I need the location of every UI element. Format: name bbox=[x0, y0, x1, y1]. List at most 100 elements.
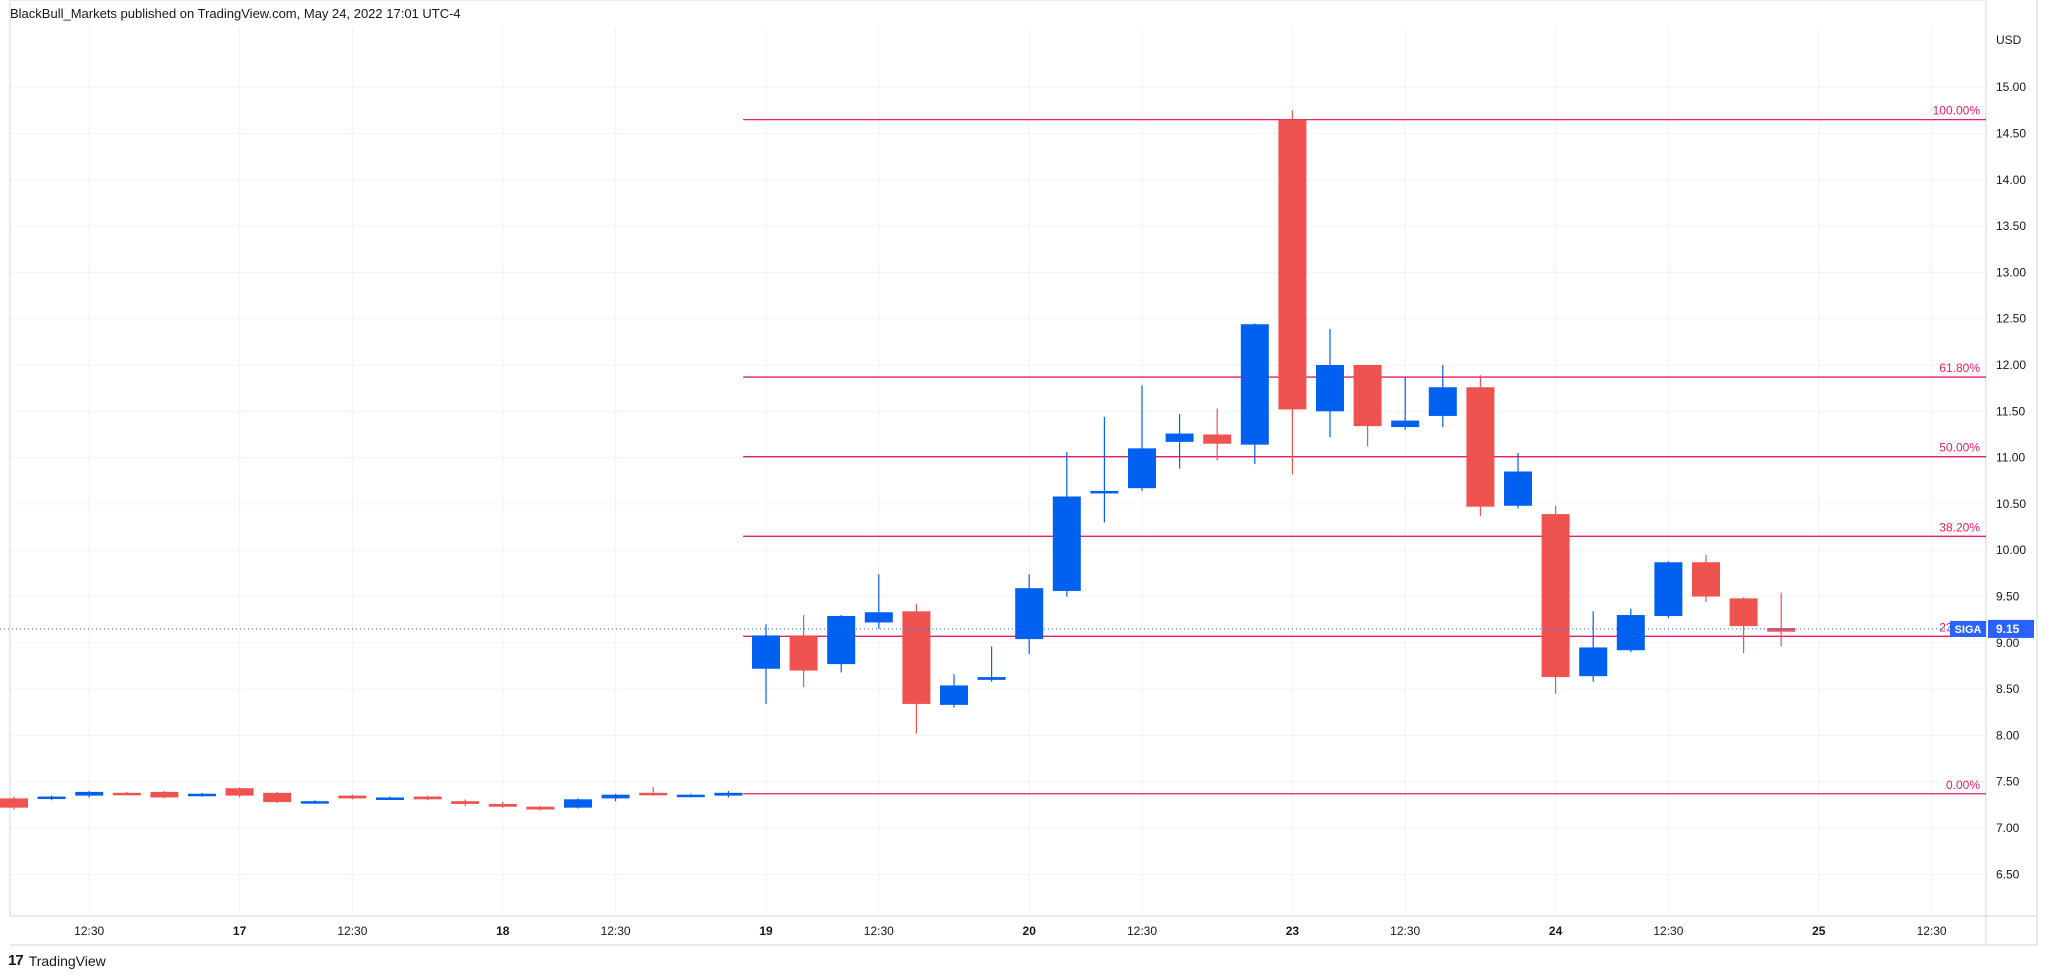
candle-body[interactable] bbox=[1692, 562, 1720, 597]
candle[interactable] bbox=[639, 787, 668, 796]
candlestick-series[interactable] bbox=[0, 110, 1796, 811]
candle-body[interactable] bbox=[827, 615, 856, 665]
candle[interactable] bbox=[1466, 375, 1495, 516]
candle[interactable] bbox=[150, 790, 179, 799]
candle-body[interactable] bbox=[940, 685, 968, 705]
candle-body[interactable] bbox=[714, 792, 743, 796]
candle[interactable] bbox=[1128, 385, 1156, 491]
candle-body[interactable] bbox=[1428, 387, 1457, 416]
candle[interactable] bbox=[1353, 365, 1382, 447]
candle[interactable] bbox=[75, 790, 104, 798]
candle[interactable] bbox=[0, 796, 28, 810]
candle-body[interactable] bbox=[263, 792, 292, 803]
candle[interactable] bbox=[1616, 608, 1645, 653]
candle-body[interactable] bbox=[864, 612, 893, 623]
candle-body[interactable] bbox=[789, 635, 818, 671]
candle-body[interactable] bbox=[1090, 490, 1119, 494]
candle-body[interactable] bbox=[1353, 365, 1382, 427]
candle[interactable] bbox=[451, 799, 480, 806]
candle-body[interactable] bbox=[1767, 628, 1796, 632]
candle[interactable] bbox=[338, 794, 367, 800]
candle[interactable] bbox=[1278, 110, 1307, 475]
candle-body[interactable] bbox=[225, 788, 254, 796]
candle-body[interactable] bbox=[188, 793, 216, 797]
candle-body[interactable] bbox=[413, 796, 442, 800]
candle[interactable] bbox=[752, 624, 780, 704]
candle[interactable] bbox=[940, 674, 968, 708]
candle-body[interactable] bbox=[1278, 119, 1307, 410]
candle-body[interactable] bbox=[112, 792, 141, 796]
candle-body[interactable] bbox=[488, 803, 517, 807]
candle-body[interactable] bbox=[1729, 598, 1758, 627]
candle-body[interactable] bbox=[1052, 496, 1081, 591]
candle[interactable] bbox=[1729, 597, 1758, 654]
candle-body[interactable] bbox=[752, 635, 780, 669]
candle[interactable] bbox=[1240, 323, 1269, 465]
candle[interactable] bbox=[1504, 452, 1532, 509]
candle-body[interactable] bbox=[1616, 615, 1645, 651]
candle[interactable] bbox=[188, 792, 216, 797]
candle-body[interactable] bbox=[601, 794, 630, 799]
candle-body[interactable] bbox=[338, 795, 367, 799]
candle-body[interactable] bbox=[1015, 588, 1044, 640]
candle[interactable] bbox=[714, 790, 743, 798]
tradingview-brand[interactable]: 17 TradingView bbox=[8, 952, 106, 969]
candle[interactable] bbox=[1316, 328, 1344, 438]
candle-body[interactable] bbox=[526, 806, 555, 810]
candle-body[interactable] bbox=[1203, 434, 1232, 444]
candle-body[interactable] bbox=[376, 797, 404, 800]
candle[interactable] bbox=[1428, 365, 1457, 428]
candle[interactable] bbox=[376, 796, 404, 800]
candle-body[interactable] bbox=[1541, 514, 1570, 678]
candle-body[interactable] bbox=[1165, 433, 1194, 442]
candle-body[interactable] bbox=[1504, 471, 1532, 506]
candle[interactable] bbox=[601, 793, 630, 802]
candle-body[interactable] bbox=[1466, 387, 1495, 507]
candle[interactable] bbox=[1767, 592, 1796, 647]
candle-body[interactable] bbox=[37, 796, 66, 800]
candle-body[interactable] bbox=[75, 791, 104, 796]
candle-body[interactable] bbox=[639, 792, 668, 796]
candle[interactable] bbox=[864, 574, 893, 629]
candle[interactable] bbox=[300, 800, 329, 804]
candle[interactable] bbox=[413, 795, 442, 801]
candle[interactable] bbox=[827, 615, 856, 673]
candle[interactable] bbox=[564, 798, 592, 809]
candle[interactable] bbox=[1052, 452, 1081, 597]
candle[interactable] bbox=[1654, 561, 1683, 618]
candle-body[interactable] bbox=[300, 801, 329, 804]
candle[interactable] bbox=[37, 795, 66, 801]
candle[interactable] bbox=[676, 793, 705, 798]
candle[interactable] bbox=[977, 646, 1006, 682]
candle-body[interactable] bbox=[451, 801, 480, 804]
candle[interactable] bbox=[1015, 574, 1044, 654]
candle-body[interactable] bbox=[1579, 647, 1608, 677]
candle[interactable] bbox=[112, 791, 141, 796]
candle-body[interactable] bbox=[564, 799, 592, 808]
candle[interactable] bbox=[263, 791, 292, 804]
candle-body[interactable] bbox=[902, 611, 931, 704]
candle[interactable] bbox=[1579, 611, 1608, 682]
candle-body[interactable] bbox=[0, 798, 28, 808]
candle-body[interactable] bbox=[977, 677, 1006, 680]
candle[interactable] bbox=[1090, 416, 1119, 523]
candle[interactable] bbox=[225, 787, 254, 798]
candle[interactable] bbox=[789, 615, 818, 688]
candle-body[interactable] bbox=[150, 791, 179, 798]
candle[interactable] bbox=[488, 802, 517, 808]
candle[interactable] bbox=[902, 603, 931, 734]
candle[interactable] bbox=[526, 805, 555, 811]
candle-body[interactable] bbox=[1654, 562, 1683, 616]
candle-body[interactable] bbox=[676, 794, 705, 798]
candle-body[interactable] bbox=[1240, 324, 1269, 445]
candle[interactable] bbox=[1165, 414, 1194, 469]
candle-body[interactable] bbox=[1128, 448, 1156, 489]
candle[interactable] bbox=[1391, 377, 1420, 430]
currency-label: USD bbox=[1996, 33, 2022, 47]
candle[interactable] bbox=[1692, 554, 1720, 603]
candle-body[interactable] bbox=[1316, 365, 1344, 412]
candle[interactable] bbox=[1541, 505, 1570, 694]
candle[interactable] bbox=[1203, 408, 1232, 461]
candle-body[interactable] bbox=[1391, 420, 1420, 428]
